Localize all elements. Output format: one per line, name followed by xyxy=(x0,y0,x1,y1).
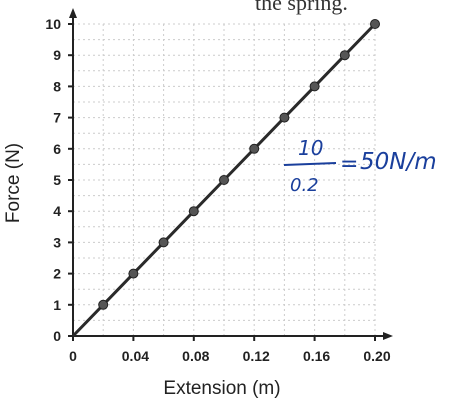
annotation-fraction-bar xyxy=(283,162,337,166)
data-point xyxy=(249,143,260,154)
data-point xyxy=(309,81,320,92)
x-tick-label: 0.08 xyxy=(182,348,209,364)
y-tick-label: 5 xyxy=(53,172,61,188)
annotation-result: 50N/m xyxy=(360,149,437,175)
y-tick-label: 10 xyxy=(45,16,61,32)
y-tick-label: 1 xyxy=(53,297,61,313)
y-tick-label: 0 xyxy=(53,328,61,344)
data-point xyxy=(158,237,169,248)
y-tick-label: 2 xyxy=(53,266,61,282)
annotation-numerator: 10 xyxy=(298,136,323,160)
data-point xyxy=(339,50,350,61)
x-axis-title: Extension (m) xyxy=(163,378,280,399)
x-tick-label: 0.20 xyxy=(363,348,390,364)
y-axis-arrow xyxy=(69,8,77,18)
y-tick-labels: 0 1 2 3 4 5 6 7 8 9 10 xyxy=(45,16,61,344)
axes xyxy=(68,8,393,341)
data-points xyxy=(98,19,380,310)
data-point xyxy=(188,206,199,217)
x-tick-label: 0 xyxy=(69,348,77,364)
y-tick-label: 8 xyxy=(53,78,61,94)
annotation-equals: = xyxy=(340,152,358,177)
y-tick-label: 3 xyxy=(53,234,61,250)
y-axis-title: Force (N) xyxy=(3,143,24,223)
y-tick-label: 6 xyxy=(53,141,61,157)
data-point xyxy=(128,268,139,279)
top-caption: the spring. xyxy=(255,0,348,15)
x-tick-labels: 0 0.04 0.08 0.12 0.16 0.20 xyxy=(69,348,391,364)
y-tick-label: 4 xyxy=(53,203,61,219)
gradient-annotation: 10 0.2 = 50N/m xyxy=(283,136,437,196)
y-tick-label: 7 xyxy=(53,110,61,126)
x-axis-arrow xyxy=(383,332,393,340)
data-point xyxy=(370,19,380,29)
x-tick-label: 0.04 xyxy=(122,348,149,364)
x-tick-label: 0.12 xyxy=(243,348,270,364)
y-tick-label: 9 xyxy=(53,47,61,63)
x-tick-label: 0.16 xyxy=(303,348,330,364)
data-point xyxy=(98,299,109,310)
annotation-denominator: 0.2 xyxy=(290,175,319,196)
data-point xyxy=(279,112,290,123)
data-point xyxy=(219,175,229,185)
